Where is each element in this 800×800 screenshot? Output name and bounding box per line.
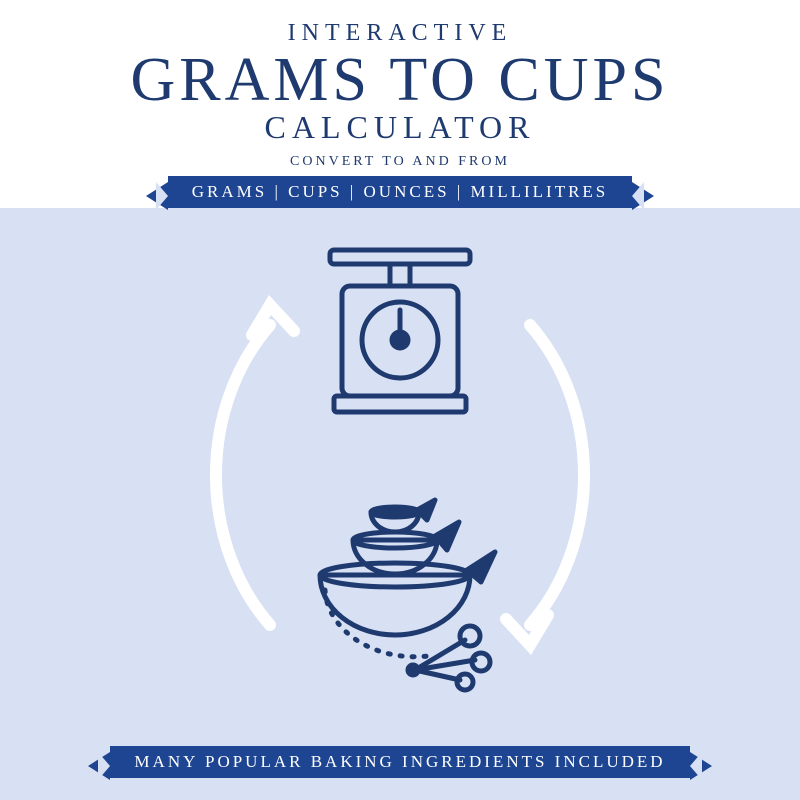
ribbon-dot-icon (614, 188, 622, 196)
header: INTERACTIVE GRAMS TO CUPS CALCULATOR CON… (0, 0, 800, 208)
cycle-arrows-icon (216, 305, 584, 645)
ribbon-tail-icon (690, 752, 712, 780)
title-line-1: INTERACTIVE (0, 20, 800, 47)
top-ribbon-text: GRAMS | CUPS | OUNCES | MILLILITRES (192, 182, 609, 201)
bottom-ribbon: MANY POPULAR BAKING INGREDIENTS INCLUDED (0, 746, 800, 778)
ribbon-tail-icon (146, 182, 168, 210)
ribbon-dot-icon (672, 758, 680, 766)
ribbon-tail-icon (88, 752, 110, 780)
kitchen-scale-icon (330, 250, 470, 412)
ribbon-dot-icon (120, 758, 128, 766)
bottom-ribbon-text: MANY POPULAR BAKING INGREDIENTS INCLUDED (134, 752, 665, 771)
ribbon-tail-icon (632, 182, 654, 210)
subheading: CONVERT TO AND FROM (0, 154, 800, 170)
top-ribbon: GRAMS | CUPS | OUNCES | MILLILITRES (0, 176, 800, 208)
conversion-illustration (0, 220, 800, 710)
measuring-cups-icon (320, 500, 495, 690)
title-line-2: GRAMS TO CUPS (0, 49, 800, 111)
ribbon-dot-icon (178, 188, 186, 196)
title-line-3: CALCULATOR (0, 109, 800, 146)
